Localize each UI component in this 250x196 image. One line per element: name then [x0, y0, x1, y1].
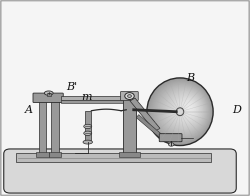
- Bar: [47, 93, 50, 96]
- Ellipse shape: [175, 97, 198, 121]
- FancyBboxPatch shape: [120, 92, 138, 101]
- Ellipse shape: [159, 86, 207, 135]
- Ellipse shape: [167, 92, 202, 128]
- Text: A: A: [25, 105, 33, 115]
- Bar: [51, 99, 59, 154]
- Ellipse shape: [173, 96, 199, 123]
- Bar: [85, 111, 90, 141]
- Polygon shape: [130, 98, 160, 131]
- Ellipse shape: [162, 88, 205, 132]
- Ellipse shape: [177, 99, 197, 119]
- Ellipse shape: [156, 84, 208, 138]
- Text: D: D: [232, 105, 241, 115]
- Ellipse shape: [186, 105, 192, 112]
- Ellipse shape: [182, 102, 194, 115]
- FancyBboxPatch shape: [159, 134, 182, 142]
- Ellipse shape: [154, 83, 209, 139]
- Ellipse shape: [166, 91, 203, 129]
- Ellipse shape: [83, 140, 92, 144]
- Ellipse shape: [158, 85, 207, 136]
- Ellipse shape: [160, 87, 206, 134]
- Bar: [61, 96, 129, 100]
- Bar: [16, 153, 211, 162]
- Ellipse shape: [148, 79, 212, 145]
- Ellipse shape: [180, 101, 195, 116]
- Ellipse shape: [44, 91, 53, 95]
- FancyBboxPatch shape: [4, 149, 236, 193]
- Text: B: B: [186, 73, 194, 83]
- Bar: [49, 152, 61, 157]
- Ellipse shape: [163, 89, 204, 131]
- Ellipse shape: [179, 100, 196, 117]
- Ellipse shape: [165, 91, 203, 130]
- Ellipse shape: [147, 78, 213, 145]
- Ellipse shape: [188, 106, 191, 110]
- Ellipse shape: [170, 94, 200, 125]
- Ellipse shape: [178, 100, 196, 118]
- Ellipse shape: [174, 97, 199, 122]
- Ellipse shape: [176, 108, 184, 116]
- Ellipse shape: [150, 80, 212, 143]
- Ellipse shape: [170, 94, 201, 126]
- Ellipse shape: [84, 124, 92, 129]
- Bar: [36, 152, 49, 157]
- Ellipse shape: [176, 98, 198, 120]
- Ellipse shape: [172, 95, 200, 124]
- Ellipse shape: [161, 88, 206, 133]
- Bar: [119, 152, 140, 157]
- Polygon shape: [136, 115, 165, 140]
- Ellipse shape: [149, 79, 212, 144]
- Ellipse shape: [125, 93, 134, 100]
- Bar: [39, 99, 46, 154]
- Ellipse shape: [189, 107, 190, 109]
- FancyBboxPatch shape: [33, 93, 63, 103]
- Text: m: m: [81, 92, 92, 102]
- Ellipse shape: [153, 82, 210, 140]
- Bar: [61, 100, 126, 103]
- Ellipse shape: [152, 82, 210, 141]
- Text: B': B': [66, 82, 77, 92]
- Ellipse shape: [184, 104, 193, 113]
- Ellipse shape: [184, 103, 194, 113]
- Ellipse shape: [151, 81, 211, 142]
- Ellipse shape: [187, 106, 192, 111]
- Ellipse shape: [168, 143, 174, 146]
- Ellipse shape: [182, 103, 194, 114]
- Ellipse shape: [156, 85, 208, 137]
- Ellipse shape: [128, 95, 132, 97]
- Ellipse shape: [168, 93, 202, 127]
- Ellipse shape: [84, 131, 92, 135]
- Bar: [122, 95, 136, 154]
- Ellipse shape: [164, 90, 204, 131]
